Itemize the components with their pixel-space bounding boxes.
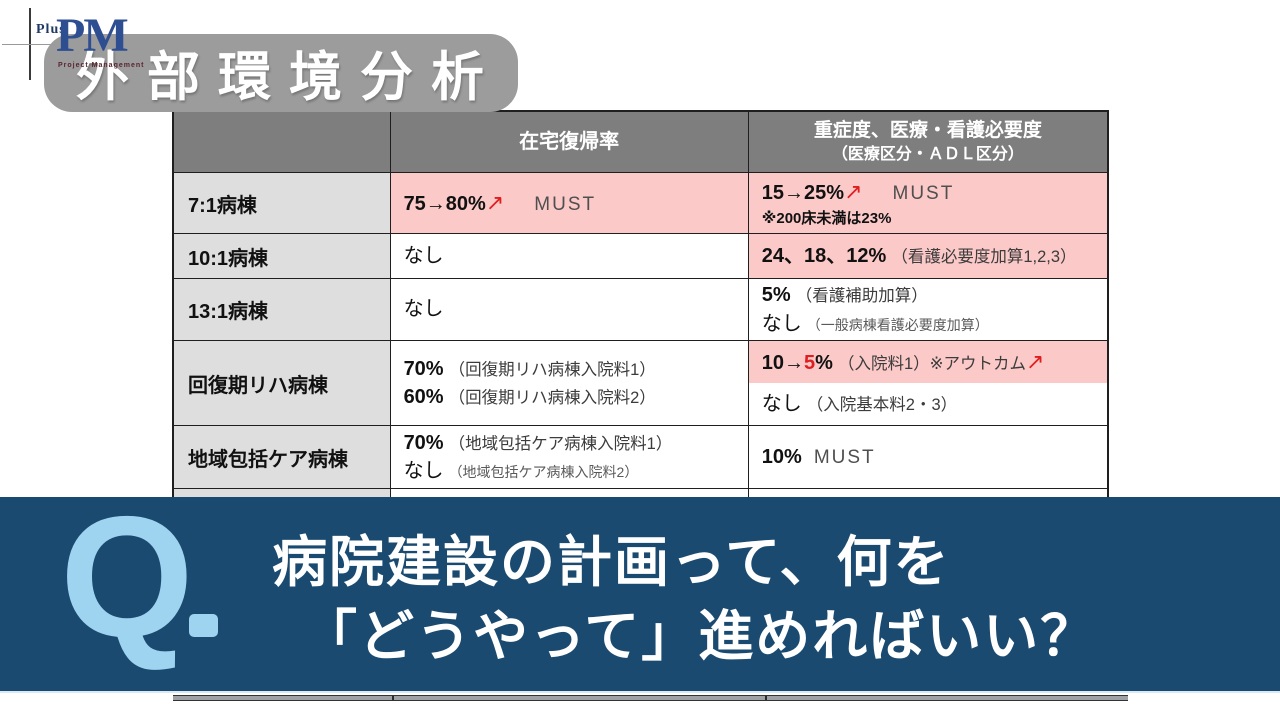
header-ward-type [174,112,391,173]
cell-severity: 10→ 5% （入院料1）※アウトカム ↗ なし （入院基本料2・3） [748,341,1107,426]
cell-home-return-rate: 75→80% ↗ MUST [390,173,749,234]
cell-segment: 15→25% ↗ MUST ※200床未満は23% [748,173,1107,233]
logo-plus-text: Plus [36,22,66,37]
cell-segment: 70% （回復期リハ病棟入院料1） 60% （回復期リハ病棟入院料2） [390,341,748,425]
table-row: 地域包括ケア病棟 70% （地域包括ケア病棟入院料1） なし （地域包括ケア病棟入院料2… [174,426,1107,489]
external-environment-table: 在宅復帰率 重症度、医療・看護必要度 （医療区分・ＡＤＬ区分） 7:1病棟 75→… [172,110,1109,499]
row-label: 13:1病棟 [174,279,391,341]
page-title: 外部環境分析 [76,48,502,107]
cell-severity: 10% MUST [748,426,1107,489]
cell-segment: 75→80% ↗ MUST [390,173,748,233]
cell-segment: 24、18、12% （看護必要度加算1,2,3） [748,234,1107,278]
row-label: 7:1病棟 [174,173,391,234]
table-body: 7:1病棟 75→80% ↗ MUST 15→25% ↗ MUST ※200床未満は23% 10… [174,173,1107,499]
cell-segment [748,489,1107,498]
table-row: 13:1病棟 なし 5% （看護補助加算） なし （一般病棟看護必要度加算） [174,279,1107,341]
table-row: 7:1病棟 75→80% ↗ MUST 15→25% ↗ MUST ※200床未満は23% [174,173,1107,234]
cell-home-return-rate: 70% （回復期リハ病棟入院料1） 60% （回復期リハ病棟入院料2） [390,341,749,426]
cell-segment: 10% MUST [748,426,1107,488]
table-row: 回復期リハ病棟 70% （回復期リハ病棟入院料1） 60% （回復期リハ病棟入院料2） 1… [174,341,1107,426]
row-label: 10:1病棟 [174,234,391,279]
logo-pm-text: PM [56,9,129,62]
table-header-row: 在宅復帰率 重症度、医療・看護必要度 （医療区分・ＡＤＬ区分） [174,112,1107,173]
column-divider-tick [765,696,767,700]
cell-severity: 24、18、12% （看護必要度加算1,2,3） [748,234,1107,279]
table-row: 10:1病棟 なし 24、18、12% （看護必要度加算1,2,3） [174,234,1107,279]
cell-home-return-rate: なし [390,234,749,279]
header-severity: 重症度、医療・看護必要度 （医療区分・ＡＤＬ区分） [748,112,1107,173]
logo-subtitle: Project Management [58,62,145,69]
header-home-return-rate: 在宅復帰率 [390,112,749,173]
cell-severity: 15→25% ↗ MUST ※200床未満は23% [748,173,1107,234]
question-line-1: 病院建設の計画って、何を [272,531,951,593]
cell-segment: 10→ 5% （入院料1）※アウトカム ↗ [748,341,1107,383]
q-letter: Q [60,481,194,673]
cell-segment [390,489,748,498]
question-line-2: 「どうやって」進めればいい？ [302,605,1098,667]
cell-segment: なし [390,234,748,278]
table-bottom-sliver [173,695,1128,701]
title-badge: 外部環境分析 [44,34,518,112]
column-divider-tick [392,696,394,700]
row-label: 地域包括ケア病棟 [174,426,391,489]
cell-home-return-rate: 70% （地域包括ケア病棟入院料1） なし （地域包括ケア病棟入院料2） [390,426,749,489]
cell-severity: 5% （看護補助加算） なし （一般病棟看護必要度加算） [748,279,1107,341]
question-banner: Q 病院建設の計画って、何を 「どうやって」進めればいい？ [0,491,1280,693]
cell-segment: なし （入院基本料2・3） [748,383,1107,425]
cell-home-return-rate: なし [390,279,749,341]
q-dot [189,614,218,637]
cell-segment: なし [390,279,748,340]
cell-segment: 5% （看護補助加算） なし （一般病棟看護必要度加算） [748,279,1107,340]
cell-segment: 70% （地域包括ケア病棟入院料1） なし （地域包括ケア病棟入院料2） [390,426,748,488]
plus-pm-logo: Plus PM Project Management [0,0,170,110]
row-label: 回復期リハ病棟 [174,341,391,426]
logo-horizontal-line [2,44,58,45]
